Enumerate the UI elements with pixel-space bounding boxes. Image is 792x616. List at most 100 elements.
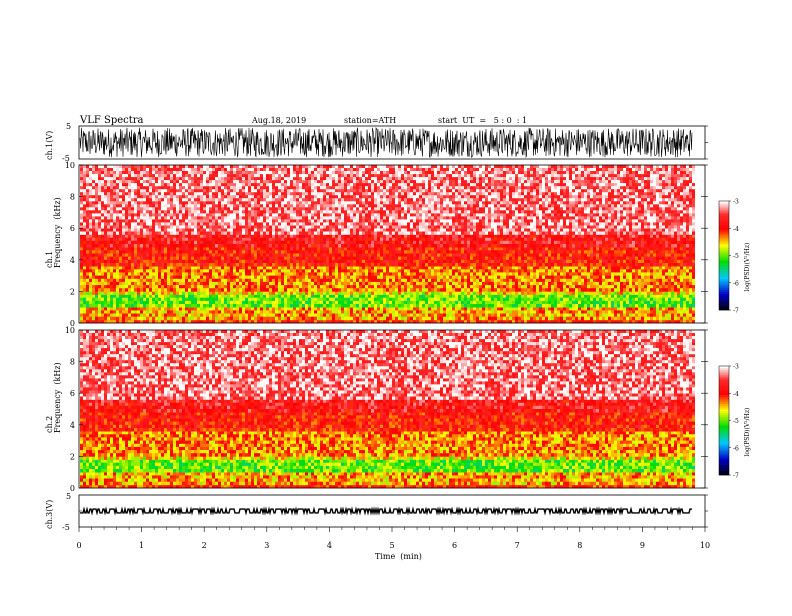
spectrogram-cell (173, 307, 176, 311)
spectrogram-cell (446, 314, 449, 318)
spectrogram-cell (185, 295, 188, 299)
spectrogram-cell (128, 314, 131, 318)
spectrogram-cell (221, 314, 224, 318)
spectrogram-cell (377, 295, 380, 299)
spectrogram-cell (542, 307, 545, 311)
spectrogram-cell (296, 310, 299, 314)
spectrogram-cell (659, 301, 662, 305)
spectrogram-cell (203, 301, 206, 305)
spectrogram-cell (476, 314, 479, 318)
spectrogram-cell (368, 314, 371, 318)
spectrogram-cell (452, 314, 455, 318)
spectrogram-cell (152, 301, 155, 305)
spectrogram-cell (557, 310, 560, 314)
spectrogram-cell (677, 307, 680, 311)
spectrogram-cell (197, 295, 200, 299)
spectrogram-cell (368, 301, 371, 305)
spectrogram-cell (197, 314, 200, 318)
spectrogram-cell (689, 317, 692, 321)
spectrogram-cell (452, 310, 455, 314)
spectrogram-cell (692, 317, 695, 321)
spectrogram-cell (440, 304, 443, 308)
spectrogram-cell (650, 295, 653, 299)
spectrogram-cell (404, 298, 407, 302)
spectrogram-cell (185, 304, 188, 308)
spectrogram-cell (488, 317, 491, 321)
spectrogram-cell (305, 304, 308, 308)
spectrogram-cell (296, 295, 299, 299)
spectrogram-cell (671, 301, 674, 305)
spectrogram-cell (584, 317, 587, 321)
spectrogram-cell (383, 298, 386, 302)
spectrogram-cell (191, 295, 194, 299)
spectrogram-cell (188, 298, 191, 302)
spectrogram-cell (419, 295, 422, 299)
spectrogram-cell (263, 314, 266, 318)
spectrogram-cell (287, 304, 290, 308)
spectrogram-cell (359, 298, 362, 302)
spectrogram-cell (485, 310, 488, 314)
spectrogram-cell (626, 310, 629, 314)
spectrogram-cell (158, 317, 161, 321)
spectrogram-cell (488, 298, 491, 302)
spectrogram-cell (614, 295, 617, 299)
spectrogram-cell (464, 301, 467, 305)
spectrogram-cell (656, 317, 659, 321)
spectrogram-cell (359, 301, 362, 305)
spectrogram-cell (548, 310, 551, 314)
spectrogram-cell (173, 310, 176, 314)
spectrogram-cell (257, 317, 260, 321)
spectrogram-cell (140, 298, 143, 302)
spectrogram-cell (389, 304, 392, 308)
spectrogram-cell (497, 298, 500, 302)
spectrogram-cell (176, 314, 179, 318)
spectrogram-cell (83, 317, 86, 321)
spectrogram-cell (428, 295, 431, 299)
vlf-figure: VLF Spectra Aug.18, 2019 station=ATH sta… (0, 0, 792, 612)
spectrogram-cell (449, 310, 452, 314)
spectrogram-cell (209, 304, 212, 308)
spectrogram-cell (542, 298, 545, 302)
spectrogram-cell (587, 317, 590, 321)
spectrogram-cell (503, 317, 506, 321)
spectrogram-cell (338, 317, 341, 321)
spectrogram-cell (632, 314, 635, 318)
spectrogram-cell (614, 307, 617, 311)
spectrogram-cell (365, 301, 368, 305)
spectrogram-cell (254, 298, 257, 302)
spectrogram-cell (137, 314, 140, 318)
spectrogram-cell (344, 301, 347, 305)
spectrogram-cell (116, 304, 119, 308)
spectrogram-cell (659, 298, 662, 302)
spectrogram-cell (269, 317, 272, 321)
spectrogram-cell (377, 304, 380, 308)
spectrogram-cell (593, 307, 596, 311)
spectrogram-cell (110, 314, 113, 318)
spectrogram-cell (134, 314, 137, 318)
spectrogram-cell (536, 317, 539, 321)
spectrogram-cell (131, 301, 134, 305)
spectrogram-cell (479, 304, 482, 308)
spectrogram-cell (86, 317, 89, 321)
spectrogram-cell (248, 310, 251, 314)
spectrogram-cell (296, 301, 299, 305)
spectrogram-cell (602, 317, 605, 321)
spectrogram-cell (182, 298, 185, 302)
spectrogram-cell (482, 295, 485, 299)
spectrogram-cell (503, 304, 506, 308)
spectrogram-cell (515, 314, 518, 318)
spectrogram-cell (692, 307, 695, 311)
spectrogram-cell (602, 307, 605, 311)
spectrogram-cell (137, 317, 140, 321)
spectrogram-cell (656, 307, 659, 311)
spectrogram-cell (311, 314, 314, 318)
spectrogram-cell (299, 304, 302, 308)
spectrogram-cell (443, 314, 446, 318)
spectrogram-cell (527, 317, 530, 321)
spectrogram-cell (656, 295, 659, 299)
spectrogram-cell (272, 301, 275, 305)
spectrogram-cell (662, 301, 665, 305)
spectrogram-cell (104, 304, 107, 308)
spectrogram-cell (497, 301, 500, 305)
spectrogram-cell (617, 317, 620, 321)
